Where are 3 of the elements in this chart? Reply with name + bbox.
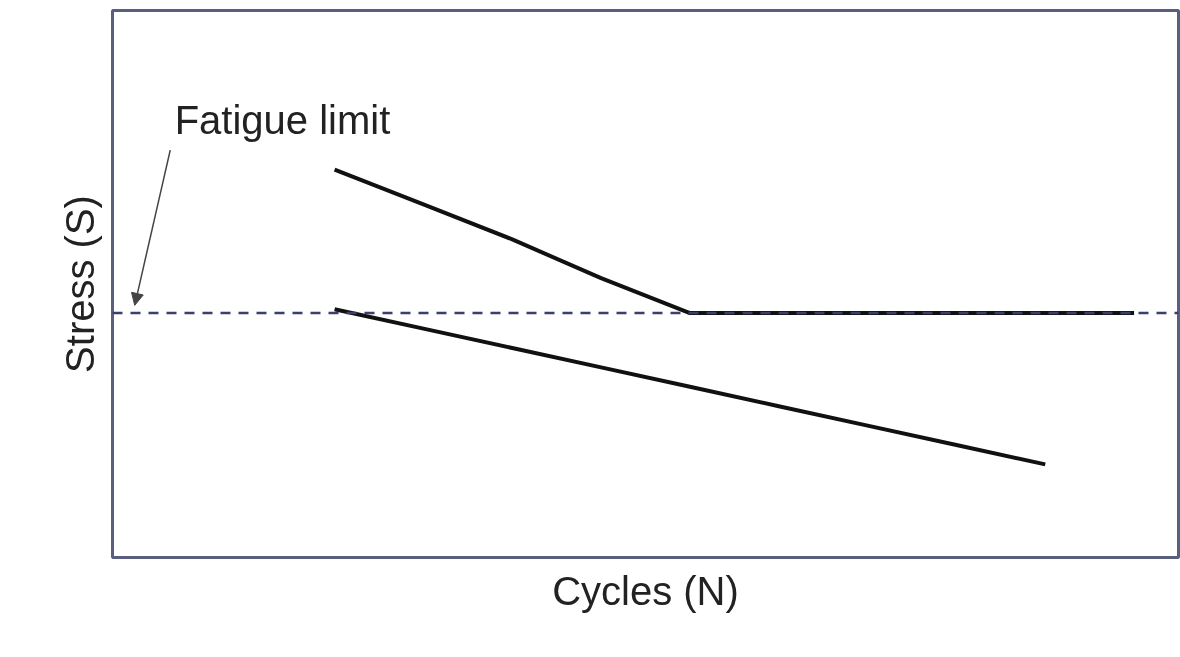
y-axis-title: Stress (S) (57, 195, 102, 373)
x-axis-title: Cycles (N) (552, 568, 739, 613)
ref-line-label: Fatigue limit (174, 98, 391, 143)
